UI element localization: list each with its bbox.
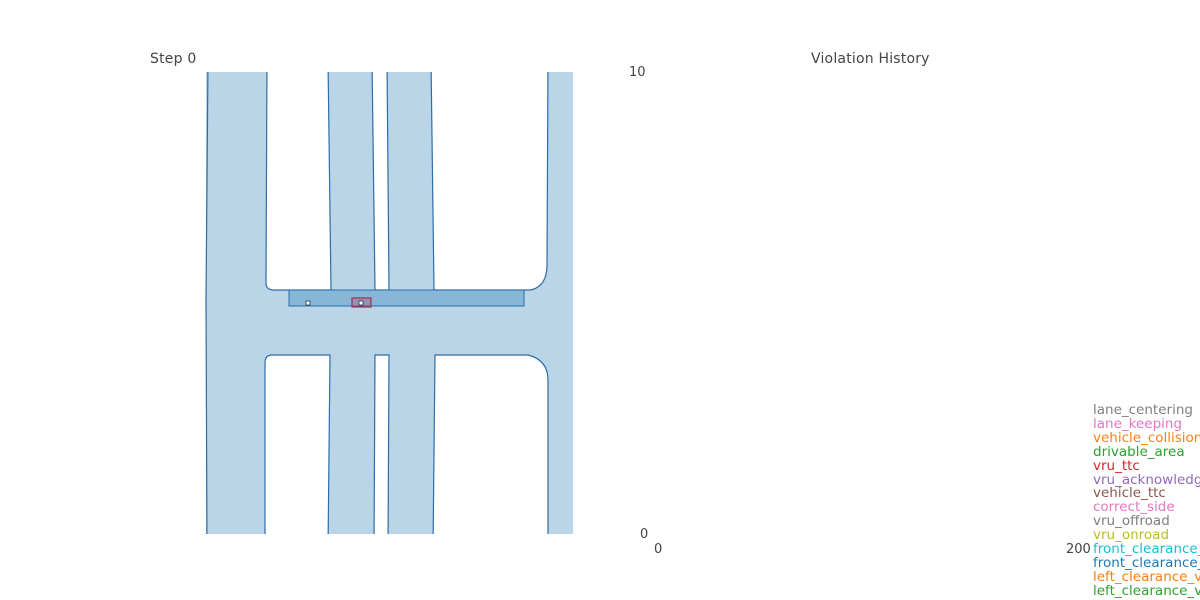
legend-entry-left-clearance-vru[interactable]: left_clearance_vru (1093, 582, 1200, 599)
map-block-bottom-middle (373, 354, 390, 534)
legend-entry-left-clearance-vehicle[interactable]: left_clearance_vehicle (1093, 568, 1200, 585)
y-tick-label-bottom: 0 (640, 527, 649, 542)
legend-entry-vru-acknowledgment[interactable]: vru_acknowledgment (1093, 471, 1200, 488)
legend-entry-vehicle-ttc[interactable]: vehicle_ttc (1093, 485, 1166, 502)
x-tick-label-right: 200 (1066, 542, 1091, 557)
pedestrian-marker (305, 300, 311, 306)
map-title: Step 0 (150, 51, 197, 67)
legend-entry-correct-side[interactable]: correct_side (1093, 499, 1175, 516)
map-block-bottom-left (264, 354, 331, 534)
map-block-bottom-right (432, 354, 549, 534)
legend-entry-front-clearance-vru[interactable]: front_clearance_vru (1093, 554, 1200, 571)
legend-entry-front-clearance-vehicle[interactable]: front_clearance_vehicle (1093, 541, 1200, 558)
legend-entry-lane-keeping[interactable]: lane_keeping (1093, 415, 1183, 432)
legend-entry-vru-offroad[interactable]: vru_offroad (1093, 513, 1170, 530)
legend-entry-lane-centering[interactable]: lane_centering (1093, 402, 1193, 418)
y-tick-label-top: 10 (629, 65, 646, 80)
chart-title: Violation History (811, 51, 930, 67)
legend-entry-vru-ttc[interactable]: vru_ttc (1093, 457, 1140, 474)
legend-entry-vru-onroad[interactable]: vru_onroad (1093, 527, 1170, 544)
x-tick-label-left: 0 (654, 542, 663, 557)
map-block-top-right (430, 72, 549, 291)
legend-entry-drivable-area[interactable]: drivable_area (1093, 443, 1185, 460)
road-edge-left (205, 72, 209, 534)
chart-legend: lane_centering lane_keeping vehicle_collis… (1093, 402, 1200, 599)
crosswalk-strip (288, 289, 525, 307)
legend-entry-vehicle-collision[interactable]: vehicle_collision (1093, 429, 1200, 446)
ego-vehicle-marker (358, 300, 364, 306)
